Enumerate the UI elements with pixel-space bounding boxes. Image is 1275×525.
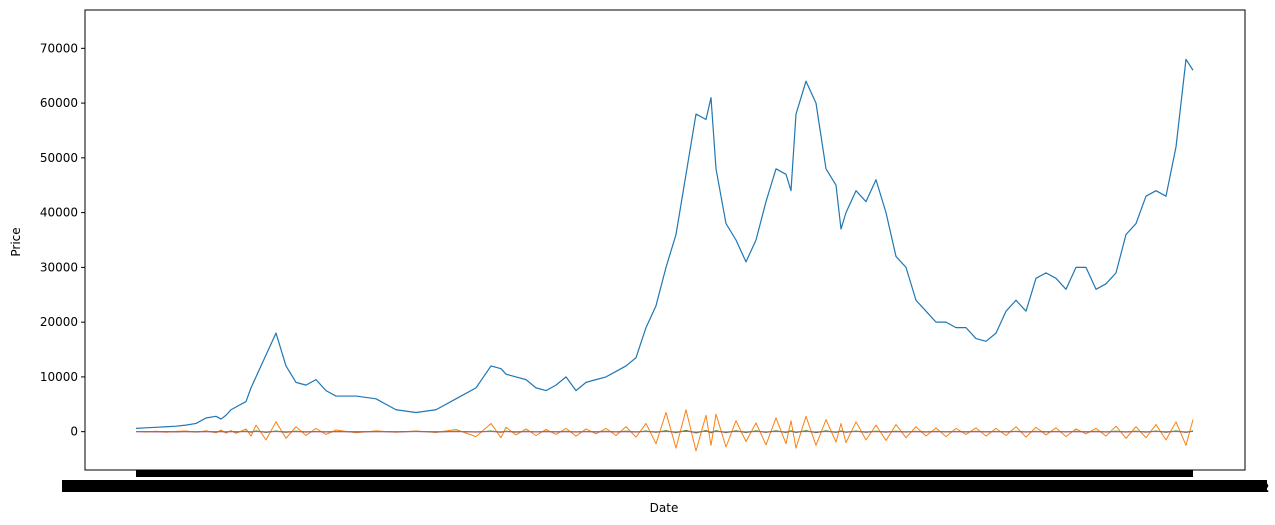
x-axis-ticks: 2222222222222222222222222222222222222222… [62,470,1269,495]
y-axis-ticks: 0 10000 20000 30000 40000 50000 60000 70000 [40,41,85,439]
x-tick-label-overlap [62,480,1267,492]
series-layer [135,58,1194,452]
y-tick-label: 20000 [40,315,78,329]
plot-frame [84,9,1246,471]
y-tick-label: 10000 [40,370,78,384]
y-tick-label: 30000 [40,260,78,274]
x-tick-band [136,470,1193,477]
y-tick-label: 0 [70,425,78,439]
y-tick-label: 40000 [40,206,78,220]
y-tick-label: 50000 [40,151,78,165]
y-tick-label: 60000 [40,96,78,110]
series-line-0 [135,58,1194,429]
y-tick-label: 70000 [40,41,78,55]
x-axis-title: Date [650,501,679,515]
series-line-4 [135,430,1194,433]
y-axis-title: Price [9,227,23,256]
